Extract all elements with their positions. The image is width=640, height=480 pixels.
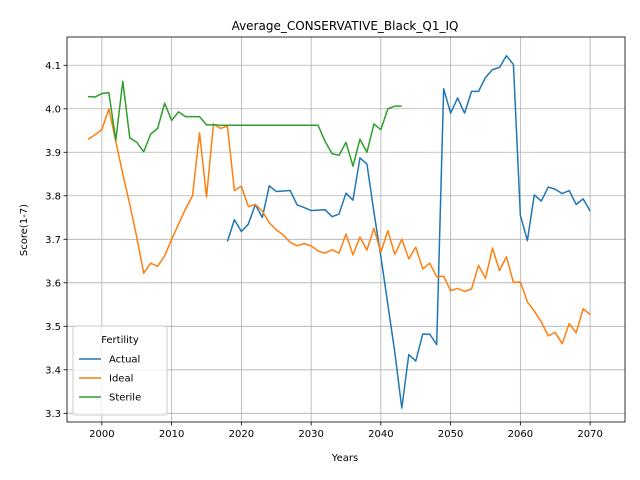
series-line-actual	[226, 54, 591, 409]
y-tick-label: 3.5	[45, 322, 61, 333]
x-tick-label: 2050	[438, 429, 463, 440]
series-line-sterile	[87, 80, 402, 167]
y-tick-label: 3.6	[45, 278, 61, 289]
legend-label-actual: Actual	[109, 355, 140, 366]
chart-title: Average_CONSERVATIVE_Black_Q1_IQ	[232, 19, 459, 33]
y-tick-label: 3.3	[45, 409, 61, 420]
x-axis: 2000 2010 2020 2030 2040 2050 2060 2070	[89, 422, 603, 440]
x-tick-label: 2040	[368, 429, 393, 440]
legend-label-ideal: Ideal	[109, 374, 133, 385]
x-tick-label: 2070	[577, 429, 602, 440]
y-tick-label: 3.9	[45, 148, 61, 159]
legend-items: Actual Ideal Sterile	[79, 355, 141, 404]
x-tick-label: 2010	[159, 429, 184, 440]
y-axis: 3.3 3.4 3.5 3.6 3.7 3.8 3.9 4.0 4.1	[45, 61, 67, 420]
y-tick-label: 4.0	[45, 104, 61, 115]
y-tick-label: 4.1	[45, 61, 61, 72]
plot-frame	[66, 36, 626, 423]
x-tick-label: 2000	[89, 429, 114, 440]
x-tick-label: 2060	[508, 429, 533, 440]
legend: Fertility Actual Ideal Sterile	[72, 325, 168, 416]
legend-box	[72, 325, 168, 416]
legend-title: Fertility	[101, 335, 139, 346]
series-lines	[87, 54, 591, 409]
x-tick-label: 2020	[229, 429, 254, 440]
x-tick-label: 2030	[298, 429, 323, 440]
x-axis-label: Years	[331, 453, 358, 464]
y-tick-label: 3.8	[45, 191, 61, 202]
y-tick-label: 3.7	[45, 235, 61, 246]
y-tick-label: 3.4	[45, 365, 61, 376]
series-line-ideal	[87, 108, 591, 345]
y-axis-label: Score(1-7)	[19, 204, 30, 256]
legend-label-sterile: Sterile	[109, 393, 141, 404]
